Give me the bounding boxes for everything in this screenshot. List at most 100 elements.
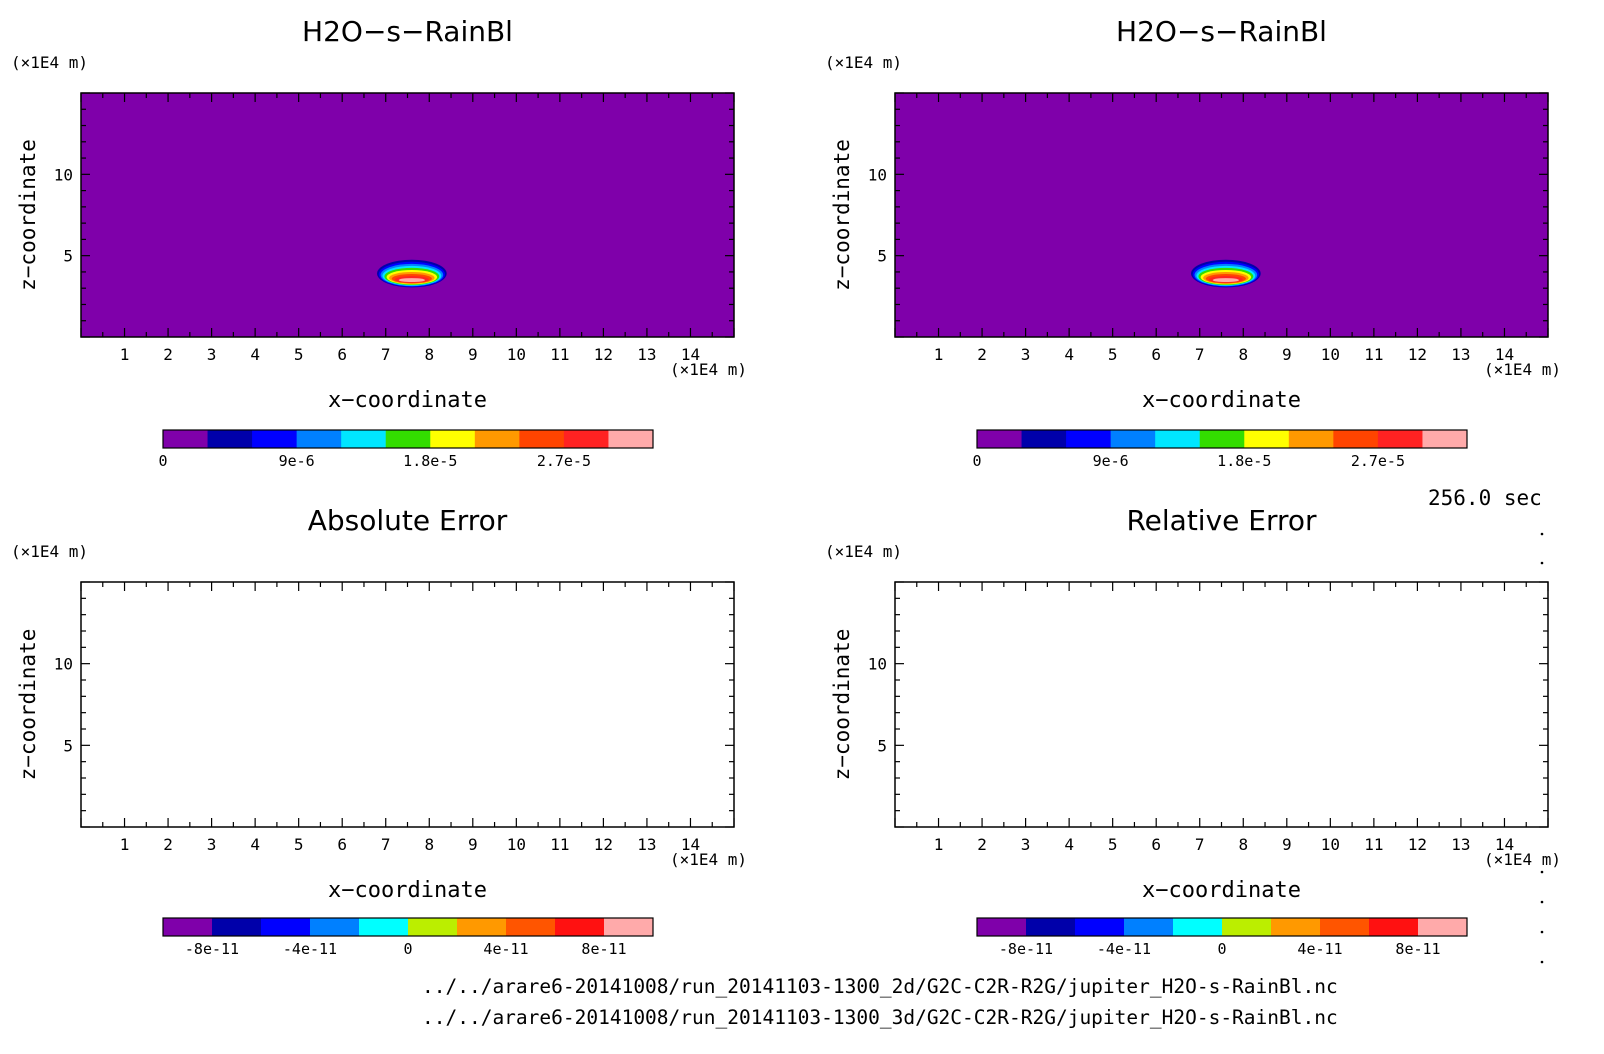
- colorbar-swatch: [1155, 430, 1201, 448]
- x-tick-label: 10: [1321, 835, 1340, 854]
- x-tick-label: 9: [1282, 345, 1292, 364]
- y-tick-label: 5: [63, 736, 73, 755]
- y-axis-label: z−coordinate: [830, 139, 854, 291]
- colorbar-frame: [162, 917, 654, 937]
- colorbar-swatch: [555, 918, 605, 936]
- x-tick-label: 2: [977, 345, 987, 364]
- x-tick-label: 10: [507, 835, 526, 854]
- x-unit-label: (×1E4 m): [1484, 850, 1561, 869]
- x-tick-label: 6: [1151, 835, 1161, 854]
- y-unit-label: (×1E4 m): [11, 542, 88, 561]
- colorbar-tick-label: 0: [1217, 940, 1226, 958]
- tick-marks: [894, 581, 1549, 828]
- x-tick-label: 12: [594, 835, 613, 854]
- file-path-line-2: ../../arare6-20141008/run_20141103-1300_…: [422, 1006, 1338, 1029]
- y-unit-label: (×1E4 m): [11, 53, 88, 72]
- chart-title: Relative Error: [1126, 504, 1317, 537]
- chart-title: Absolute Error: [308, 504, 508, 537]
- edge-dot: [1540, 561, 1544, 565]
- chart-panel-2: H2O−s−RainBl (×1E4 m) (×1E4 m) x−coordinate…: [825, 15, 1561, 470]
- colorbar-tick-label: 4e-11: [1297, 940, 1342, 958]
- x-tick-label: 13: [1451, 835, 1470, 854]
- colorbar-tick-label: 8e-11: [1395, 940, 1440, 958]
- x-tick-label: 9: [468, 345, 478, 364]
- y-tick-label: 5: [877, 247, 887, 266]
- colorbar-swatch: [563, 430, 609, 448]
- colorbar-swatch: [608, 430, 654, 448]
- colorbar-swatch: [1418, 918, 1468, 936]
- y-tick-label: 10: [54, 655, 73, 674]
- x-tick-label: 6: [1151, 345, 1161, 364]
- colorbar-swatch: [1377, 430, 1423, 448]
- x-tick-label: 14: [1495, 345, 1514, 364]
- colorbar-swatch: [341, 430, 387, 448]
- x-tick-label: 3: [1021, 835, 1031, 854]
- colorbar-swatch: [1021, 430, 1067, 448]
- x-tick-label: 12: [1408, 835, 1427, 854]
- x-tick-label: 13: [1451, 345, 1470, 364]
- y-tick-label: 10: [868, 655, 887, 674]
- x-axis-label: x−coordinate: [328, 878, 487, 903]
- edge-dot: [1540, 930, 1544, 934]
- x-tick-label: 2: [163, 345, 173, 364]
- colorbar-swatch: [1222, 918, 1272, 936]
- x-tick-label: 11: [550, 345, 569, 364]
- rain-blob: [377, 259, 447, 288]
- colorbar-swatch: [1271, 918, 1321, 936]
- x-tick-label: 8: [424, 835, 434, 854]
- y-axis-label: z−coordinate: [830, 629, 854, 781]
- y-tick-label: 5: [877, 736, 887, 755]
- colorbar: -8e-11 -4e-11 0 4e-11 8e-11: [162, 917, 654, 958]
- x-tick-label: 6: [337, 835, 347, 854]
- colorbar-tick-label: 9e-6: [1093, 452, 1129, 470]
- colorbar-tick-label: 1.8e-5: [403, 452, 457, 470]
- colorbar-tick-label: 9e-6: [279, 452, 315, 470]
- plot-frame: [894, 581, 1549, 828]
- y-unit-label: (×1E4 m): [825, 542, 902, 561]
- rain-blob: [1191, 259, 1261, 288]
- colorbar-swatch: [385, 430, 431, 448]
- colorbar-swatch: [1288, 430, 1334, 448]
- x-unit-label: (×1E4 m): [670, 360, 747, 379]
- colorbar-swatch: [1244, 430, 1290, 448]
- x-tick-label: 3: [1021, 345, 1031, 364]
- colorbar-tick-label: 2.7e-5: [1351, 452, 1405, 470]
- x-tick-label: 5: [294, 835, 304, 854]
- plot-frame: [80, 581, 735, 828]
- x-tick-label: 5: [294, 345, 304, 364]
- x-tick-label: 12: [594, 345, 613, 364]
- y-tick-label: 10: [868, 165, 887, 184]
- edge-dot: [1540, 900, 1544, 904]
- colorbar-tick-label: -4e-11: [283, 940, 337, 958]
- colorbar-swatch: [430, 430, 476, 448]
- chart-panel-1: H2O−s−RainBl (×1E4 m) (×1E4 m) x−coordinate…: [11, 15, 747, 470]
- colorbar-swatch: [604, 918, 654, 936]
- colorbar-swatch: [977, 918, 1027, 936]
- x-axis-label: x−coordinate: [328, 388, 487, 413]
- colorbar-tick-label: -8e-11: [999, 940, 1053, 958]
- x-tick-label: 8: [1238, 345, 1248, 364]
- x-tick-label: 8: [424, 345, 434, 364]
- colorbar-swatch: [296, 430, 342, 448]
- colorbar-swatch: [1422, 430, 1468, 448]
- colorbar-swatch: [977, 430, 1023, 448]
- file-path-line-1: ../../arare6-20141008/run_20141103-1300_…: [422, 975, 1338, 998]
- colorbar-tick-label: 2.7e-5: [537, 452, 591, 470]
- colorbar-frame: [162, 429, 654, 449]
- colorbar-tick-label: -8e-11: [185, 940, 239, 958]
- colorbar-swatch: [474, 430, 520, 448]
- chart-panel-3: Absolute Error (×1E4 m) (×1E4 m) x−coordina…: [11, 504, 747, 958]
- colorbar: 0 9e-6 1.8e-5 2.7e-5: [972, 429, 1468, 470]
- x-tick-label: 1: [120, 345, 130, 364]
- colorbar-tick-label: 8e-11: [581, 940, 626, 958]
- edge-dot: [1540, 870, 1544, 874]
- x-tick-label: 11: [550, 835, 569, 854]
- x-tick-label: 13: [637, 345, 656, 364]
- tick-marks: [80, 92, 735, 338]
- x-tick-label: 4: [1064, 835, 1074, 854]
- y-unit-label: (×1E4 m): [825, 53, 902, 72]
- x-tick-label: 12: [1408, 345, 1427, 364]
- colorbar-swatch: [1075, 918, 1125, 936]
- colorbar-tick-label: -4e-11: [1097, 940, 1151, 958]
